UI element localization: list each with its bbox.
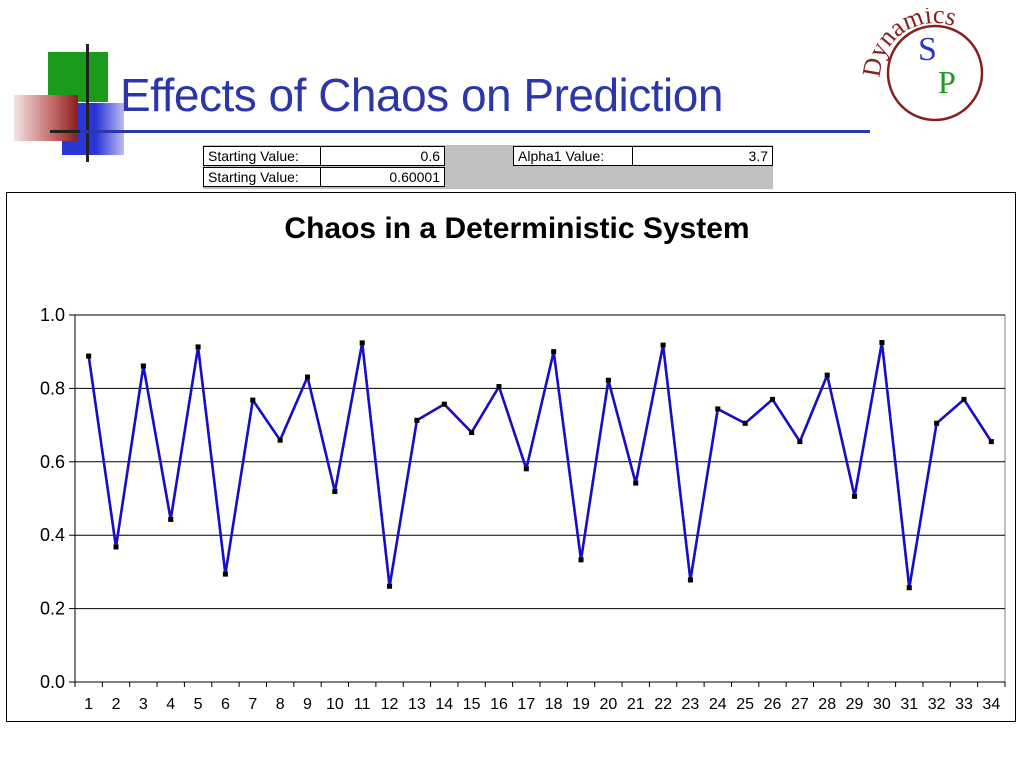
y-tick-label: 0.4 xyxy=(40,525,65,545)
x-tick-label: 23 xyxy=(682,696,700,713)
x-tick-label: 20 xyxy=(599,696,617,713)
start1-label: Starting Value: xyxy=(203,146,321,166)
series-2-point xyxy=(687,577,693,583)
series-2-point xyxy=(988,439,994,445)
x-tick-label: 28 xyxy=(818,696,836,713)
chart-title: Chaos in a Deterministic System xyxy=(284,212,749,245)
x-tick-label: 34 xyxy=(982,696,1000,713)
y-tick-label: 0.8 xyxy=(40,378,65,398)
series-2-point xyxy=(906,585,912,591)
y-tick-label: 0.2 xyxy=(40,599,65,619)
y-tick-label: 0.0 xyxy=(40,672,65,692)
x-tick-label: 22 xyxy=(654,696,672,713)
series-2-point xyxy=(222,571,228,577)
x-tick-label: 30 xyxy=(873,696,891,713)
x-tick-label: 31 xyxy=(900,696,918,713)
x-tick-label: 26 xyxy=(764,696,782,713)
x-tick-label: 10 xyxy=(326,696,344,713)
y-tick-label: 0.6 xyxy=(40,452,65,472)
decor-green-square xyxy=(48,52,108,102)
series-2-point xyxy=(551,349,557,355)
x-tick-label: 18 xyxy=(545,696,563,713)
series-2-point xyxy=(660,342,666,348)
x-tick-label: 8 xyxy=(276,696,285,713)
x-tick-label: 5 xyxy=(194,696,203,713)
start1-value[interactable]: 0.6 xyxy=(320,146,445,166)
y-tick-label: 1.0 xyxy=(40,305,65,325)
x-tick-label: 32 xyxy=(928,696,946,713)
series-line-1 xyxy=(87,341,993,589)
x-tick-label: 12 xyxy=(381,696,399,713)
series-2-point xyxy=(250,397,256,403)
series-2-point xyxy=(441,401,447,407)
sp-dynamics-logo: S P Dynamics xyxy=(860,8,984,122)
series-2-point xyxy=(113,544,119,550)
series-2-point xyxy=(605,377,611,383)
series-2-point xyxy=(633,480,639,486)
start2-value[interactable]: 0.60001 xyxy=(320,167,445,187)
logo-letter-p: P xyxy=(938,64,956,100)
x-tick-label: 33 xyxy=(955,696,973,713)
series-2-point xyxy=(934,420,940,426)
x-tick-label: 25 xyxy=(736,696,754,713)
logo-ring xyxy=(886,24,984,122)
x-tick-label: 9 xyxy=(303,696,312,713)
series-2-point xyxy=(277,437,283,443)
x-tick-label: 11 xyxy=(354,696,371,713)
x-tick-label: 7 xyxy=(248,696,257,713)
decor-red-square xyxy=(14,95,78,141)
x-tick-label: 17 xyxy=(517,696,535,713)
series-2-point xyxy=(879,340,885,346)
series-2-point xyxy=(86,353,92,359)
series-2-point xyxy=(523,466,529,472)
series-2-point xyxy=(469,429,475,435)
start2-label: Starting Value: xyxy=(203,167,321,187)
series-2-point xyxy=(797,439,803,445)
parameter-panel: Starting Value: 0.6 Starting Value: 0.60… xyxy=(203,145,773,189)
x-tick-label: 27 xyxy=(791,696,809,713)
series-2-point xyxy=(305,374,310,380)
alpha-label: Alpha1 Value: xyxy=(513,146,633,166)
x-tick-label: 4 xyxy=(166,696,175,713)
logo-letter-s: S xyxy=(918,31,937,68)
chaos-line-chart: Chaos in a Deterministic System 0.0 0.2 0.… xyxy=(40,212,1006,713)
series-line-2 xyxy=(87,341,993,589)
series-2-point xyxy=(824,372,830,378)
series-2-point xyxy=(195,344,201,350)
x-tick-label: 16 xyxy=(490,696,508,713)
series-2-point xyxy=(715,406,721,412)
x-tick-label: 1 xyxy=(84,696,93,713)
decor-vertical-line xyxy=(86,44,89,162)
x-tick-label: 21 xyxy=(627,696,645,713)
x-tick-label: 14 xyxy=(435,696,453,713)
series-2-point xyxy=(770,396,775,402)
series-2-point xyxy=(742,420,748,426)
title-underline xyxy=(80,130,870,133)
series-2-point xyxy=(961,396,967,402)
x-tick-label: 2 xyxy=(112,696,121,713)
slide-title: Effects of Chaos on Prediction xyxy=(120,69,723,121)
series-2-point xyxy=(140,363,146,369)
chart-area: Chaos in a Deterministic System 0.0 0.2 0.… xyxy=(6,192,1016,722)
series-2-point xyxy=(414,417,420,423)
x-tick-label: 3 xyxy=(139,696,148,713)
x-tick-label: 24 xyxy=(709,696,727,713)
series-2-point xyxy=(359,340,365,346)
series-2-point xyxy=(387,583,393,589)
alpha-value[interactable]: 3.7 xyxy=(632,146,773,166)
series-2-point xyxy=(332,489,338,495)
plot-frame xyxy=(74,314,1006,683)
x-tick-label: 15 xyxy=(463,696,481,713)
series-2-point xyxy=(852,493,858,499)
series-2-point xyxy=(578,557,584,563)
x-tick-label: 6 xyxy=(221,696,230,713)
x-tick-label: 29 xyxy=(846,696,864,713)
x-tick-label: 13 xyxy=(408,696,426,713)
series-2-point xyxy=(168,516,174,522)
series-2-point xyxy=(496,384,502,390)
x-tick-label: 19 xyxy=(572,696,590,713)
